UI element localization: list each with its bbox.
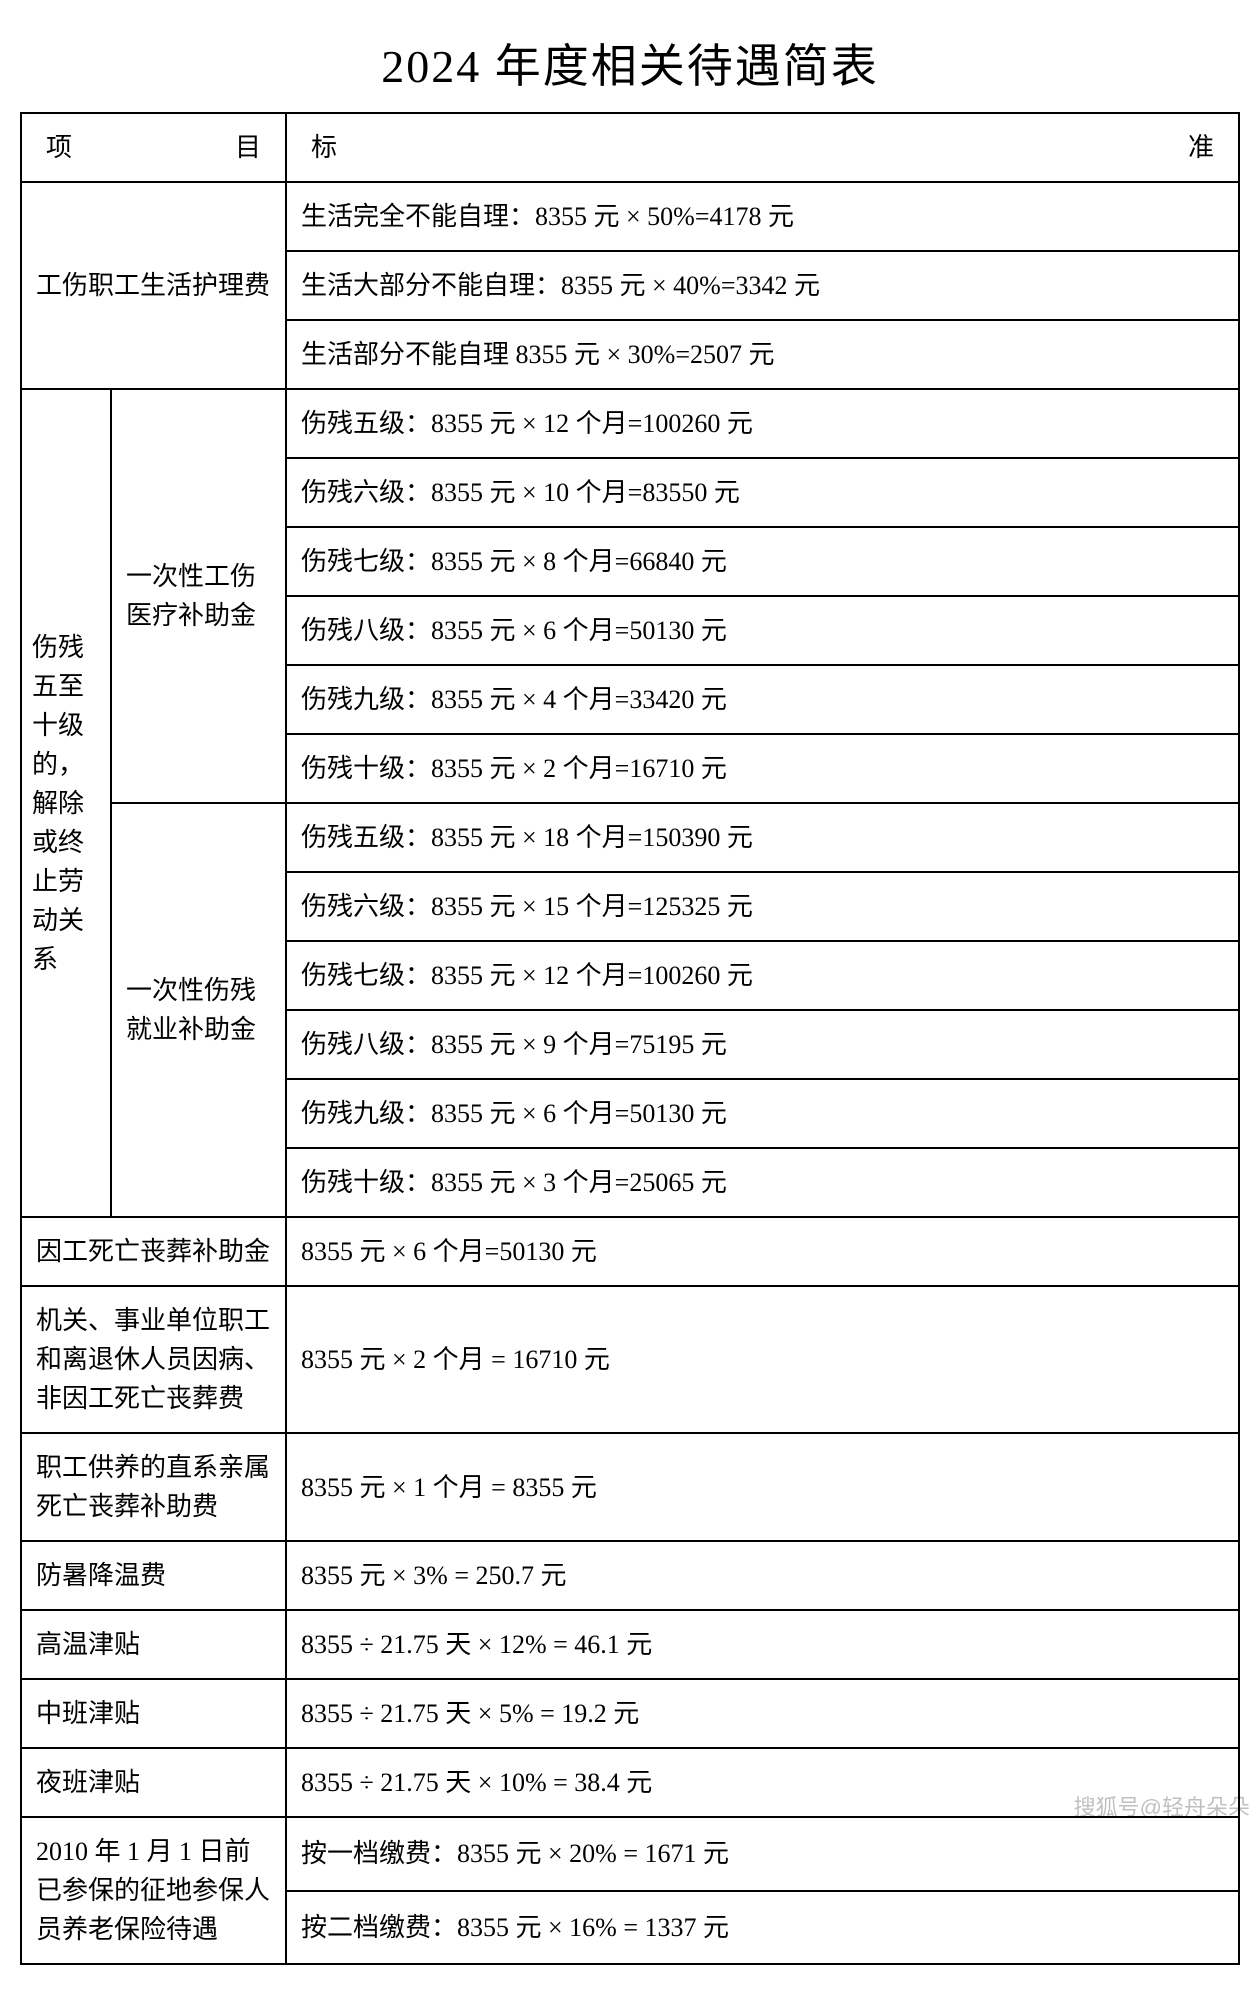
cell: 8355 元 × 3% = 250.7 元	[286, 1541, 1239, 1610]
cell: 伤残九级：8355 元 × 4 个月=33420 元	[286, 665, 1239, 734]
section2-medical-label: 一次性工伤医疗补助金	[111, 389, 286, 803]
cell: 按一档缴费：8355 元 × 20% = 1671 元	[286, 1817, 1239, 1891]
cell: 8355 元 × 2 个月 = 16710 元	[286, 1286, 1239, 1433]
header-row: 项 目 标 准	[21, 113, 1239, 182]
cell: 8355 ÷ 21.75 天 × 12% = 46.1 元	[286, 1610, 1239, 1679]
cell: 8355 元 × 6 个月=50130 元	[286, 1217, 1239, 1286]
cell: 伤残五级：8355 元 × 18 个月=150390 元	[286, 803, 1239, 872]
cell: 生活大部分不能自理：8355 元 × 40%=3342 元	[286, 251, 1239, 320]
header-standard: 标 准	[286, 113, 1239, 182]
table-row: 防暑降温费 8355 元 × 3% = 250.7 元	[21, 1541, 1239, 1610]
row-label: 机关、事业单位职工和离退休人员因病、非因工死亡丧葬费	[21, 1286, 286, 1433]
section1-label: 工伤职工生活护理费	[21, 182, 286, 389]
table-row: 伤残五至十级的，解除或终止劳动关系 一次性工伤医疗补助金 伤残五级：8355 元…	[21, 389, 1239, 458]
cell: 伤残八级：8355 元 × 9 个月=75195 元	[286, 1010, 1239, 1079]
header-item: 项 目	[21, 113, 286, 182]
cell: 伤残六级：8355 元 × 15 个月=125325 元	[286, 872, 1239, 941]
row-label: 职工供养的直系亲属死亡丧葬补助费	[21, 1433, 286, 1541]
cell: 伤残十级：8355 元 × 3 个月=25065 元	[286, 1148, 1239, 1217]
cell: 生活完全不能自理：8355 元 × 50%=4178 元	[286, 182, 1239, 251]
table-row: 职工供养的直系亲属死亡丧葬补助费 8355 元 × 1 个月 = 8355 元	[21, 1433, 1239, 1541]
table-row: 工伤职工生活护理费 生活完全不能自理：8355 元 × 50%=4178 元	[21, 182, 1239, 251]
table-row: 中班津贴 8355 ÷ 21.75 天 × 5% = 19.2 元	[21, 1679, 1239, 1748]
table-row: 高温津贴 8355 ÷ 21.75 天 × 12% = 46.1 元	[21, 1610, 1239, 1679]
cell: 伤残七级：8355 元 × 8 个月=66840 元	[286, 527, 1239, 596]
row-label: 中班津贴	[21, 1679, 286, 1748]
benefits-table: 项 目 标 准 工伤职工生活护理费 生活完全不能自理：8355 元 × 50%=…	[20, 112, 1240, 1965]
section-last-label: 2010 年 1 月 1 日前已参保的征地参保人员养老保险待遇	[21, 1817, 286, 1964]
cell: 8355 元 × 1 个月 = 8355 元	[286, 1433, 1239, 1541]
table-row: 夜班津贴 8355 ÷ 21.75 天 × 10% = 38.4 元	[21, 1748, 1239, 1817]
cell: 8355 ÷ 21.75 天 × 5% = 19.2 元	[286, 1679, 1239, 1748]
cell: 按二档缴费：8355 元 × 16% = 1337 元	[286, 1891, 1239, 1965]
cell: 伤残七级：8355 元 × 12 个月=100260 元	[286, 941, 1239, 1010]
table-row: 一次性伤残就业补助金 伤残五级：8355 元 × 18 个月=150390 元	[21, 803, 1239, 872]
cell: 伤残九级：8355 元 × 6 个月=50130 元	[286, 1079, 1239, 1148]
watermark: 搜狐号@轻舟朵朵	[1074, 1790, 1250, 1822]
section2-side: 伤残五至十级的，解除或终止劳动关系	[21, 389, 111, 1217]
cell: 伤残五级：8355 元 × 12 个月=100260 元	[286, 389, 1239, 458]
cell: 生活部分不能自理 8355 元 × 30%=2507 元	[286, 320, 1239, 389]
cell: 伤残十级：8355 元 × 2 个月=16710 元	[286, 734, 1239, 803]
row-label: 夜班津贴	[21, 1748, 286, 1817]
row-label: 防暑降温费	[21, 1541, 286, 1610]
page-title: 2024 年度相关待遇简表	[20, 30, 1240, 96]
table-row: 因工死亡丧葬补助金 8355 元 × 6 个月=50130 元	[21, 1217, 1239, 1286]
section2-employment-label: 一次性伤残就业补助金	[111, 803, 286, 1217]
table-row: 机关、事业单位职工和离退休人员因病、非因工死亡丧葬费 8355 元 × 2 个月…	[21, 1286, 1239, 1433]
row-label: 因工死亡丧葬补助金	[21, 1217, 286, 1286]
cell: 伤残六级：8355 元 × 10 个月=83550 元	[286, 458, 1239, 527]
table-row: 2010 年 1 月 1 日前已参保的征地参保人员养老保险待遇 按一档缴费：83…	[21, 1817, 1239, 1891]
cell: 伤残八级：8355 元 × 6 个月=50130 元	[286, 596, 1239, 665]
row-label: 高温津贴	[21, 1610, 286, 1679]
